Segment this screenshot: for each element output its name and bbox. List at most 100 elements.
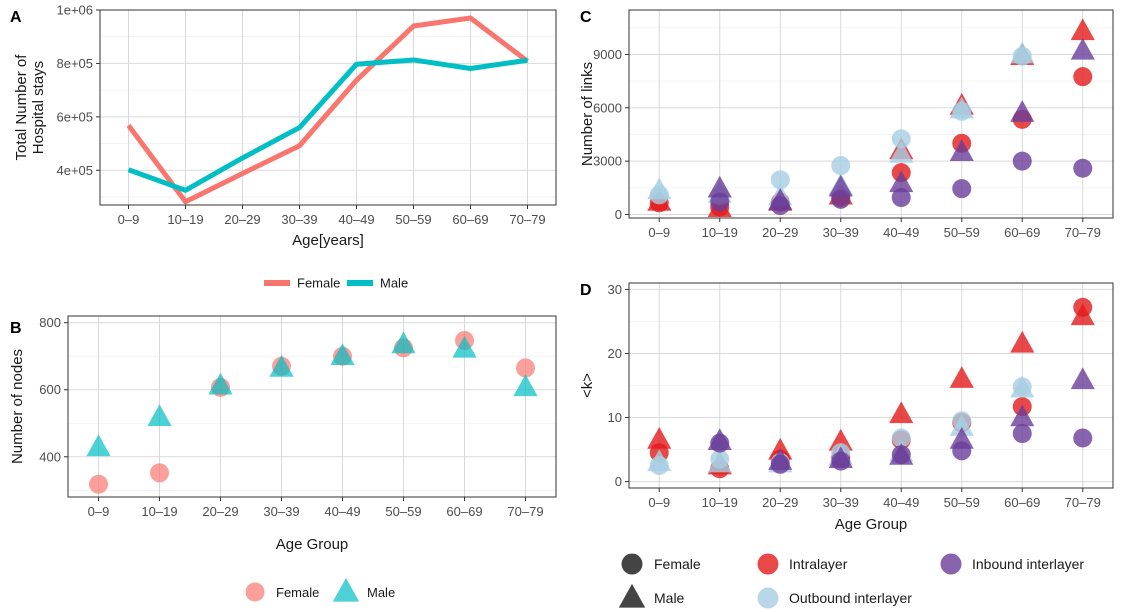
legend-b: Female Male — [245, 577, 395, 602]
y-tick-label: 8e+05 — [56, 56, 93, 71]
y-tick-label: 0 — [615, 207, 622, 222]
x-tick-label: 40–49 — [338, 212, 374, 227]
point-female-inbound-interlayer — [1012, 424, 1032, 444]
point-male-outbound-interlayer — [647, 177, 672, 200]
x-tick-label: 10–19 — [702, 225, 738, 240]
panel-letter: D — [580, 282, 592, 299]
y-axis-title-line: Total Number of — [13, 54, 30, 161]
panel-letter: B — [10, 320, 22, 337]
point-male-inbound-interlayer — [1010, 100, 1035, 122]
point-female-inbound-interlayer — [1012, 151, 1032, 171]
x-axis-title: Age Group — [835, 516, 908, 533]
x-tick-label: 30–39 — [823, 495, 859, 510]
legend-a: Female Male — [264, 276, 408, 291]
point-male-inbound-interlayer — [768, 188, 793, 210]
x-tick-label: 30–39 — [263, 504, 299, 519]
point-male-inbound-interlayer — [707, 175, 732, 198]
x-tick-label: 20–29 — [224, 212, 260, 227]
legend-line-swatch — [347, 280, 373, 286]
y-tick-label: 1e+06 — [56, 3, 93, 18]
point-female-outbound-interlayer — [891, 428, 911, 448]
point-male-inbound-interlayer — [1070, 37, 1095, 60]
point-male — [147, 404, 172, 427]
legend-cd: Female Male Intralayer Outbound interlayer I… — [618, 553, 1084, 609]
point-female-outbound-interlayer — [831, 156, 851, 176]
legend-label: Male — [367, 585, 395, 600]
x-tick-label: 20–29 — [762, 495, 798, 510]
point-female-outbound-interlayer — [770, 170, 790, 190]
panel-letter: A — [10, 9, 22, 26]
point-male-intralayer — [949, 366, 974, 388]
point-male — [86, 434, 111, 457]
point-male-intralayer — [647, 426, 672, 449]
y-tick-label: 10 — [608, 410, 622, 425]
x-tick-label: 50–59 — [944, 225, 980, 240]
panel-b: 400 600 800 0–9 10–19 20–29 30–39 40–49 50–59 60–… — [9, 315, 557, 553]
point-male-outbound-interlayer — [949, 414, 974, 436]
y-tick-label: 600 — [39, 382, 61, 397]
point-male-inbound-interlayer — [889, 170, 914, 193]
x-tick-label: 60–69 — [1004, 225, 1040, 240]
legend-label: Female — [297, 276, 340, 291]
x-tick-label: 0–9 — [648, 225, 670, 240]
y-axis-title: Total Number ofHospital stays — [13, 54, 47, 161]
x-tick-label: 0–9 — [88, 504, 110, 519]
y-tick-label: 20 — [608, 346, 622, 361]
legend-color-swatch — [757, 553, 779, 575]
point-male-intralayer — [1010, 330, 1035, 353]
point-male — [269, 354, 294, 377]
panel-a: 4e+05 6e+05 8e+05 1e+06 0–9 10–19 20–29 30–39 40… — [10, 3, 557, 249]
panel-c: 0 3000 6000 9000 0–9 10–19 20–29 30–39 40–49 50–5… — [579, 9, 1114, 240]
legend-label: Intralayer — [789, 556, 848, 572]
x-tick-label: 70–79 — [1065, 225, 1101, 240]
x-tick-label: 20–29 — [202, 504, 238, 519]
x-tick-label: 40–49 — [883, 225, 919, 240]
line-series-male — [127, 57, 528, 193]
panel-letter: C — [580, 9, 592, 26]
y-tick-label: 4e+05 — [56, 163, 93, 178]
panel-border — [99, 9, 557, 206]
point-female-intralayer — [1073, 67, 1093, 87]
x-tick-label: 50–59 — [944, 495, 980, 510]
x-tick-label: 10–19 — [141, 504, 177, 519]
y-axis-title: <k> — [579, 373, 596, 398]
legend-label: Male — [654, 590, 685, 606]
point-male-intralayer — [1070, 303, 1095, 326]
panel-border — [67, 315, 557, 498]
x-axis-title: Age[years] — [292, 232, 364, 249]
panel-d: 0 10 20 30 0–9 10–19 20–29 30–39 40–49 50–59 60–69… — [579, 282, 1114, 533]
legend-shape — [618, 583, 646, 608]
y-axis-title: Number of nodes — [9, 349, 26, 464]
point-male — [208, 372, 233, 395]
point-female — [89, 474, 108, 494]
legend-label: Outbound interlayer — [789, 590, 912, 606]
y-tick-label: 6000 — [593, 100, 622, 115]
legend-color-swatch — [757, 587, 779, 609]
y-tick-label: 3000 — [593, 154, 622, 169]
legend-shape — [245, 582, 265, 602]
x-tick-label: 50–59 — [395, 212, 431, 227]
point-female-inbound-interlayer — [952, 179, 972, 199]
legend-label: Female — [654, 556, 701, 572]
point-male-inbound-interlayer — [828, 174, 853, 197]
legend-shape — [621, 553, 643, 575]
legend-line-swatch — [264, 280, 290, 286]
x-tick-label: 40–49 — [883, 495, 919, 510]
point-female — [516, 358, 535, 378]
point-female-inbound-interlayer — [891, 188, 911, 208]
point-male-outbound-interlayer — [1010, 41, 1035, 64]
point-male-inbound-interlayer — [768, 448, 793, 470]
point-male-inbound-interlayer — [828, 446, 853, 468]
line-series-female — [126, 15, 530, 205]
x-tick-label: 30–39 — [281, 212, 317, 227]
y-tick-label: 9000 — [593, 47, 622, 62]
point-female-inbound-interlayer — [1073, 428, 1093, 448]
x-tick-label: 60–69 — [452, 212, 488, 227]
point-male-inbound-interlayer — [1070, 367, 1095, 390]
point-male-outbound-interlayer — [949, 96, 974, 119]
x-axis-title: Age Group — [276, 536, 349, 553]
point-male — [452, 335, 477, 358]
x-tick-label: 10–19 — [167, 212, 203, 227]
point-male-outbound-interlayer — [1010, 375, 1035, 398]
y-axis-title-line: Hospital stays — [30, 61, 47, 154]
